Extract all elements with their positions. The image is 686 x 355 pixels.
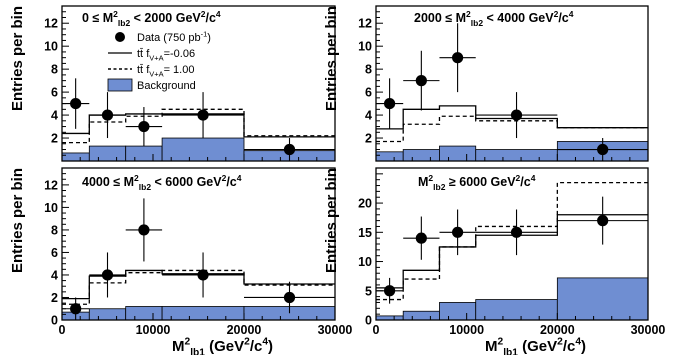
background-bar [125, 306, 163, 321]
y-tick-label: 12 [358, 17, 372, 31]
background-bar [475, 149, 558, 162]
y-tick-label: 15 [358, 226, 372, 240]
background-bar [402, 149, 440, 162]
x-tick-label: 30000 [318, 323, 353, 337]
ttbar-solid-line [376, 214, 648, 289]
legend-fill-swatch [107, 78, 133, 92]
panel-title: 4000 ≤ M2lb2 < 6000 GeV2/c4 [82, 173, 242, 192]
x-tick-label: 30000 [631, 323, 666, 337]
data-point [384, 285, 396, 297]
y-tick-label: 10 [358, 40, 372, 54]
y-tick-label: 12 [44, 17, 58, 31]
background-bar [161, 137, 245, 162]
x-axis-label: M2lb1 (GeV2/c4) [172, 337, 273, 355]
y-tick-label: 8 [51, 223, 58, 237]
data-point [452, 226, 464, 238]
data-point [510, 226, 523, 238]
data-point [452, 52, 464, 64]
panel-1: 2 4 6 8 10 12 Entries per bin 0 ≤ M2lb2 < 2000 … [9, 5, 336, 162]
panel-title: 2000 ≤ M2lb2 < 4000 GeV2/c4 [414, 9, 574, 28]
data-point [138, 120, 150, 133]
y-tick-label: 4 [51, 109, 58, 123]
background-bar [375, 151, 404, 162]
y-tick-label: 8 [365, 63, 372, 77]
background-bar [88, 308, 127, 321]
panel-title: 0 ≤ M2lb2 < 2000 GeV2/c4 [82, 9, 221, 28]
legend-label: tt̄ fV+A= 1.00 [137, 64, 194, 79]
plot-frame [375, 5, 649, 162]
y-tick-label: 10 [44, 201, 58, 215]
x-tick-label: 10000 [136, 323, 171, 337]
x-axis-label: M2lb1 (GeV2/c4) [485, 337, 586, 355]
data-point [415, 75, 427, 87]
data-point [384, 97, 396, 110]
legend-label: Background [137, 80, 196, 92]
background-bar [161, 306, 245, 321]
ttbar-dashed-line [376, 115, 648, 143]
y-tick-label: 10 [44, 40, 58, 54]
data-point [510, 109, 523, 121]
background-bar [475, 299, 558, 321]
panel-4: 0 5 10 15 20 0 10000 20000 30000 Entries per bin M… [323, 167, 666, 355]
plot-frame [61, 5, 336, 162]
panel-2: 2 4 6 8 10 12 Entries per bin 2000 ≤ M2lb2 < 40… [323, 5, 649, 162]
y-tick-label: 2 [365, 132, 372, 146]
ttbar-dashed-line [62, 269, 335, 305]
x-tick-label: 20000 [540, 323, 575, 337]
y-tick-label: 12 [44, 178, 58, 192]
y-tick-label: 2 [51, 291, 58, 305]
data-point [101, 269, 114, 281]
y-tick-label: 2 [51, 132, 58, 146]
y-axis-label: Entries per bin [9, 6, 26, 111]
y-tick-label: 0 [365, 314, 372, 328]
y-axis-label: Entries per bin [323, 6, 340, 111]
x-tick-label: 10000 [449, 323, 484, 337]
data-point [283, 291, 296, 304]
x-tick-label: 20000 [227, 323, 262, 337]
data-point [415, 232, 427, 244]
y-tick-label: 8 [51, 63, 58, 77]
y-tick-label: 20 [358, 197, 372, 211]
y-tick-label: 4 [51, 268, 58, 282]
background-bar [439, 145, 477, 162]
data-point [138, 224, 150, 236]
y-tick-label: 6 [51, 246, 58, 260]
y-tick-label: 0 [51, 314, 58, 328]
y-tick-label: 10 [358, 255, 372, 269]
y-tick-label: 6 [365, 86, 372, 100]
data-point [70, 303, 82, 315]
legend-label: Data (750 pb-1) [137, 29, 211, 44]
background-bar [439, 302, 477, 321]
y-tick-label: 4 [365, 109, 372, 123]
background-bar [125, 145, 163, 162]
x-tick-label: 0 [373, 323, 380, 337]
background-bar [402, 310, 440, 321]
legend-label: tt̄ fV+A=-0.06 [137, 48, 195, 63]
data-point [197, 109, 209, 121]
y-tick-label: 6 [51, 86, 58, 100]
data-point [101, 109, 114, 121]
plot-frame [61, 167, 336, 321]
legend-data-marker [115, 32, 125, 42]
y-axis-label: Entries per bin [323, 168, 340, 273]
data-point [283, 143, 296, 156]
y-axis-label: Entries per bin [9, 168, 26, 273]
data-point [197, 269, 209, 281]
background-bar [61, 152, 90, 162]
background-bar [88, 145, 127, 162]
data-point [70, 97, 82, 110]
background-bar [556, 277, 649, 321]
y-tick-label: 5 [365, 284, 372, 298]
x-tick-label: 0 [59, 323, 66, 337]
panel-title: M2lb2 ≥ 6000 GeV2/c4 [418, 173, 536, 192]
data-point [597, 143, 609, 156]
data-point [597, 215, 609, 227]
panel-3: 0 2 4 6 8 10 12 0 10000 20000 30000 Entries per bin… [9, 167, 353, 355]
